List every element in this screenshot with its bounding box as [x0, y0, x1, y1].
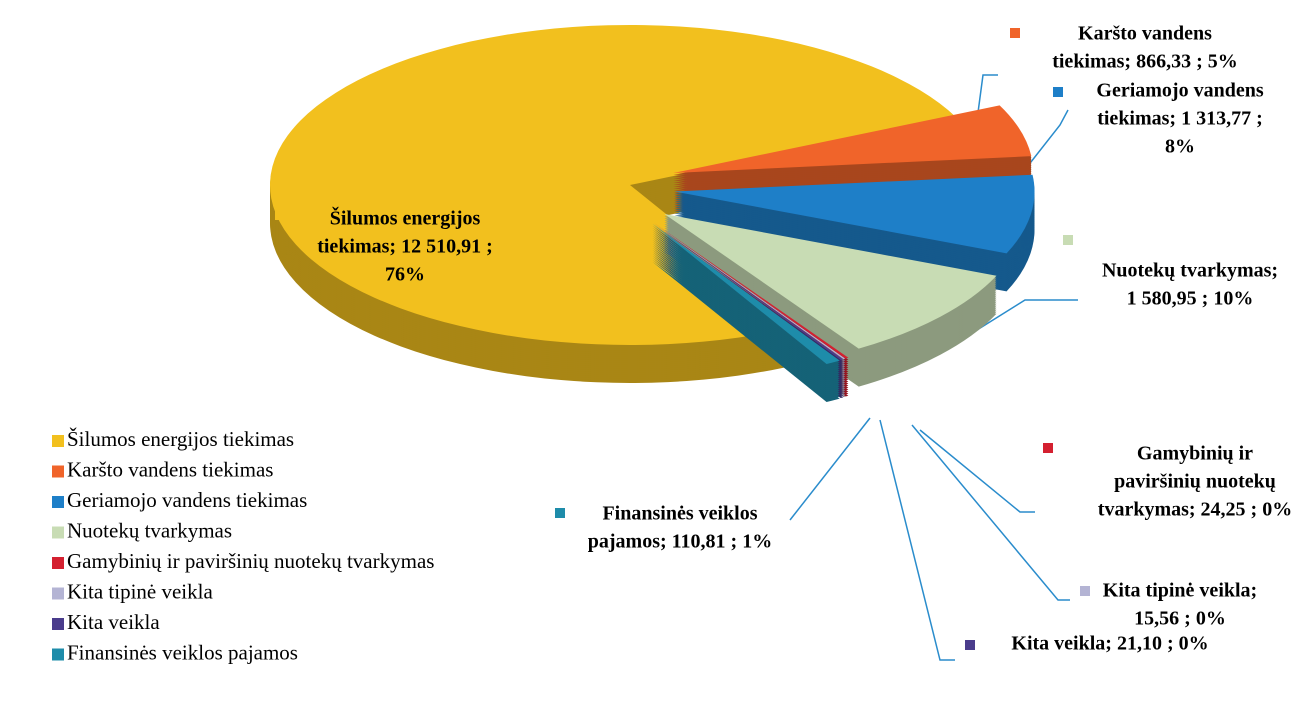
leader-line — [911, 424, 1070, 601]
data-label: 15,56 ; 0% — [1134, 608, 1226, 630]
leader-line — [879, 419, 955, 661]
data-label: Kita veikla; 21,10 ; 0% — [1011, 633, 1208, 655]
legend-label: Finansinės veiklos pajamos — [67, 640, 298, 664]
slice — [652, 223, 840, 365]
legend-swatch — [52, 618, 64, 630]
slice — [674, 174, 1035, 254]
label-marker — [1063, 235, 1073, 245]
data-label: Geriamojo vandens — [1096, 80, 1263, 102]
data-label: Finansinės veiklos — [602, 503, 757, 525]
data-label: Nuotekų tvarkymas; — [1102, 260, 1278, 282]
leader-lines — [789, 74, 1078, 661]
data-label: tvarkymas; 24,25 ; 0% — [1098, 499, 1292, 521]
legend-swatch — [52, 526, 64, 539]
label-marker — [1080, 586, 1090, 596]
data-label: 1 580,95 ; 10% — [1127, 288, 1254, 310]
slice — [664, 213, 997, 349]
label-marker — [275, 210, 285, 220]
legend-label: Kita tipinė veikla — [67, 579, 213, 603]
label-marker — [965, 640, 975, 650]
data-label: tiekimas; 1 313,77 ; — [1097, 108, 1263, 130]
label-marker — [555, 508, 565, 518]
slice — [270, 24, 957, 345]
data-label: Kita tipinė veikla; — [1103, 580, 1257, 602]
slice — [653, 223, 846, 360]
legend-swatch — [52, 435, 64, 447]
data-label: 8% — [1165, 136, 1195, 158]
data-label: pajamos; 110,81 ; 1% — [588, 531, 772, 553]
legend-label: Nuotekų tvarkymas — [67, 518, 232, 542]
legend-swatch — [52, 465, 64, 478]
legend-label: Karšto vandens tiekimas — [67, 457, 273, 481]
leader-line — [789, 417, 871, 521]
legend-swatch — [52, 557, 64, 569]
slice — [654, 222, 849, 359]
data-label: 76% — [385, 264, 425, 286]
label-marker — [1010, 28, 1020, 38]
leader-line — [919, 429, 1035, 513]
legend-label: Kita veikla — [67, 610, 160, 634]
data-label: Šilumos energijos — [330, 206, 481, 230]
legend-label: Geriamojo vandens tiekimas — [67, 488, 307, 512]
data-label: Karšto vandens — [1078, 23, 1212, 45]
slice — [673, 105, 1032, 173]
legend-label: Gamybinių ir paviršinių nuotekų tvarkyma… — [67, 549, 434, 573]
data-label: paviršinių nuotekų — [1114, 471, 1276, 493]
legend-swatch — [52, 587, 64, 600]
legend-swatch — [52, 496, 64, 508]
label-marker — [1053, 87, 1063, 97]
legend-swatch — [52, 648, 64, 661]
slice — [653, 223, 844, 361]
data-label: Gamybinių ir — [1137, 443, 1253, 465]
data-label: tiekimas; 866,33 ; 5% — [1052, 51, 1238, 73]
data-label: tiekimas; 12 510,91 ; — [317, 236, 493, 258]
label-marker — [1043, 443, 1053, 453]
legend-label: Šilumos energijos tiekimas — [67, 427, 294, 451]
